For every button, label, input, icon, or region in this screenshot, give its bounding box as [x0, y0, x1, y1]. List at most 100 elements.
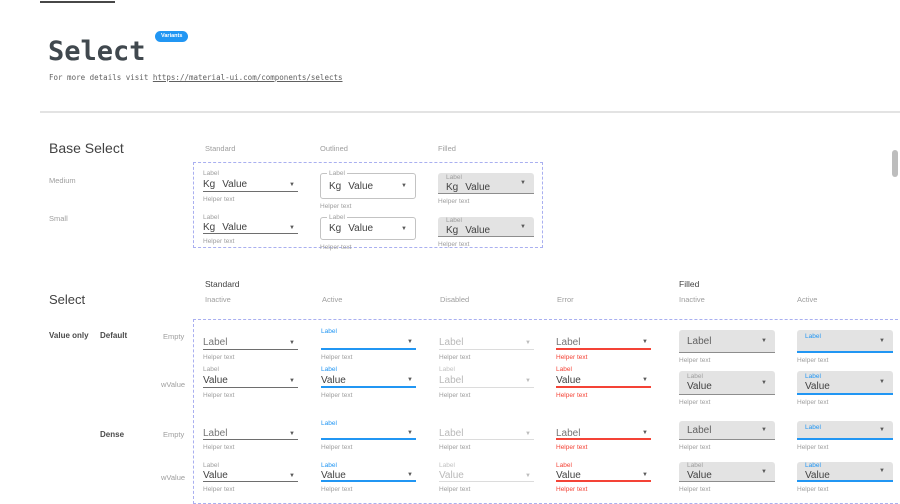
dropdown-arrow-icon: ▼ — [407, 430, 413, 436]
select-value: Label — [556, 427, 581, 439]
dropdown-arrow-icon: ▼ — [761, 427, 767, 433]
adornment: Kg — [203, 179, 216, 190]
subgroup-default: Default — [100, 331, 128, 340]
helper-text: Helper text — [797, 399, 829, 406]
select-value: Label — [687, 335, 712, 347]
floating-label: Label — [321, 328, 337, 335]
select-value: Value — [321, 469, 346, 481]
floating-label — [439, 328, 534, 336]
adornment: Kg — [203, 222, 216, 233]
select-standard-inactive-dense-empty[interactable]: Label ▼ Helper text — [203, 420, 298, 451]
select-value: Value — [203, 375, 228, 386]
row-group-value-only: Value only — [49, 331, 89, 340]
state-header-filled-active: Active — [797, 295, 818, 304]
select-standard-disabled-dense-empty[interactable]: Label ▼ Helper text — [439, 420, 534, 451]
select-standard-inactive-wvalue[interactable]: Label Value ▼ Helper text — [203, 366, 298, 399]
floating-label: Label — [446, 173, 462, 181]
adornment: Kg — [329, 180, 342, 192]
dropdown-arrow-icon: ▼ — [642, 430, 648, 436]
select-value: Value — [556, 469, 581, 481]
base-filled-small-select[interactable]: Label Kg Value ▼ Helper text — [438, 217, 534, 248]
select-filled-active-dense-wvalue[interactable]: Label Value ▼ Helper text — [797, 462, 893, 493]
floating-label — [203, 420, 298, 428]
dropdown-arrow-icon: ▼ — [879, 426, 885, 433]
select-filled-inactive-dense-wvalue[interactable]: Label Value ▼ Helper text — [679, 462, 775, 493]
state-header-active: Active — [322, 295, 343, 304]
details-link[interactable]: https://material-ui.com/components/selec… — [152, 73, 343, 82]
adornment: Kg — [329, 223, 342, 234]
select-filled-inactive-empty[interactable]: Label ▼ Helper text — [679, 330, 775, 364]
helper-text: Helper text — [797, 357, 829, 364]
helper-text: Helper text — [556, 392, 588, 399]
dropdown-arrow-icon: ▼ — [879, 468, 885, 474]
dropdown-arrow-icon: ▼ — [289, 377, 295, 384]
select-filled-inactive-dense-empty[interactable]: Label ▼ Helper text — [679, 421, 775, 451]
floating-label: Label — [321, 462, 337, 469]
select-standard-error-empty[interactable]: Label ▼ Helper text — [556, 328, 651, 361]
select-value: Value — [465, 225, 491, 236]
floating-label — [203, 328, 298, 336]
select-standard-active-wvalue[interactable]: Label Value ▼ Helper text — [321, 366, 416, 399]
select-standard-error-dense-wvalue[interactable]: Label Value ▼ Helper text — [556, 462, 651, 493]
select-standard-error-dense-empty[interactable]: Label ▼ Helper text — [556, 420, 651, 451]
floating-label: Label — [203, 366, 219, 373]
scrollbar-thumb[interactable] — [892, 150, 898, 177]
select-standard-disabled-wvalue[interactable]: Label Label ▼ Helper text — [439, 366, 534, 399]
select-standard-disabled-empty[interactable]: Label ▼ Helper text — [439, 328, 534, 361]
base-outlined-small-select[interactable]: Label Kg Value ▼ Helper text — [320, 214, 416, 251]
floating-label: Label — [321, 420, 337, 427]
floating-label: Label — [439, 366, 455, 373]
row-label-wvalue-1: wValue — [161, 380, 186, 389]
select-filled-active-dense-empty[interactable]: Label ▼ Helper text — [797, 421, 893, 451]
select-value: Value — [222, 222, 248, 233]
helper-text: Helper text — [438, 198, 470, 205]
select-value: Value — [556, 374, 581, 386]
helper-text: Helper text — [203, 392, 235, 399]
helper-text: Helper text — [679, 357, 711, 364]
floating-label: Label — [439, 462, 455, 469]
column-header-outlined: Outlined — [320, 144, 348, 153]
column-header-filled: Filled — [438, 144, 456, 153]
helper-text: Helper text — [203, 238, 235, 245]
helper-text: Helper text — [203, 196, 235, 203]
select-input: Label Kg Value ▼ — [320, 170, 416, 199]
dropdown-arrow-icon: ▼ — [761, 379, 767, 386]
dropdown-arrow-icon: ▼ — [642, 339, 648, 345]
floating-label — [439, 420, 534, 428]
helper-text: Helper text — [203, 354, 235, 361]
select-filled-active-empty[interactable]: Label ▼ Helper text — [797, 330, 893, 364]
dropdown-arrow-icon: ▼ — [525, 472, 531, 479]
dropdown-arrow-icon: ▼ — [289, 224, 295, 231]
dropdown-arrow-icon: ▼ — [879, 379, 885, 385]
select-standard-inactive-dense-wvalue[interactable]: Label Value ▼ Helper text — [203, 462, 298, 493]
dropdown-arrow-icon: ▼ — [407, 472, 413, 478]
base-outlined-medium-select[interactable]: Label Kg Value ▼ Helper text — [320, 170, 416, 210]
select-filled-active-wvalue[interactable]: Label Value ▼ Helper text — [797, 371, 893, 406]
helper-text: Helper text — [320, 244, 352, 251]
floating-label: Label — [446, 217, 462, 224]
base-standard-medium-select[interactable]: Label Kg Value ▼ Helper text — [203, 170, 298, 203]
select-value: Value — [687, 381, 712, 392]
select-value: Label — [556, 336, 581, 348]
select-standard-active-dense-empty[interactable]: Label ▼ Helper text — [321, 420, 416, 451]
state-header-filled-inactive: Inactive — [679, 295, 705, 304]
helper-text: Helper text — [439, 444, 471, 451]
group-header-filled: Filled — [679, 279, 700, 289]
select-standard-active-empty[interactable]: Label ▼ Helper text — [321, 328, 416, 361]
select-section-heading: Select — [49, 292, 86, 307]
select-input: Label Kg Value ▼ — [320, 214, 416, 240]
select-standard-error-wvalue[interactable]: Label Value ▼ Helper text — [556, 366, 651, 399]
select-standard-active-dense-wvalue[interactable]: Label Value ▼ Helper text — [321, 462, 416, 493]
adornment: Kg — [446, 225, 459, 236]
select-standard-inactive-empty[interactable]: Label ▼ Helper text — [203, 328, 298, 361]
select-standard-disabled-dense-wvalue[interactable]: Label Value ▼ Helper text — [439, 462, 534, 493]
helper-text: Helper text — [439, 486, 471, 493]
floating-label: Label — [805, 424, 821, 431]
select-value: Label — [203, 337, 228, 348]
base-filled-medium-select[interactable]: Label Kg Value ▼ Helper text — [438, 173, 534, 205]
dropdown-arrow-icon: ▼ — [879, 337, 885, 344]
select-filled-inactive-wvalue[interactable]: Label Value ▼ Helper text — [679, 371, 775, 406]
floating-label: Label — [805, 333, 821, 340]
dropdown-arrow-icon: ▼ — [289, 472, 295, 479]
base-standard-small-select[interactable]: Label Kg Value ▼ Helper text — [203, 214, 298, 245]
